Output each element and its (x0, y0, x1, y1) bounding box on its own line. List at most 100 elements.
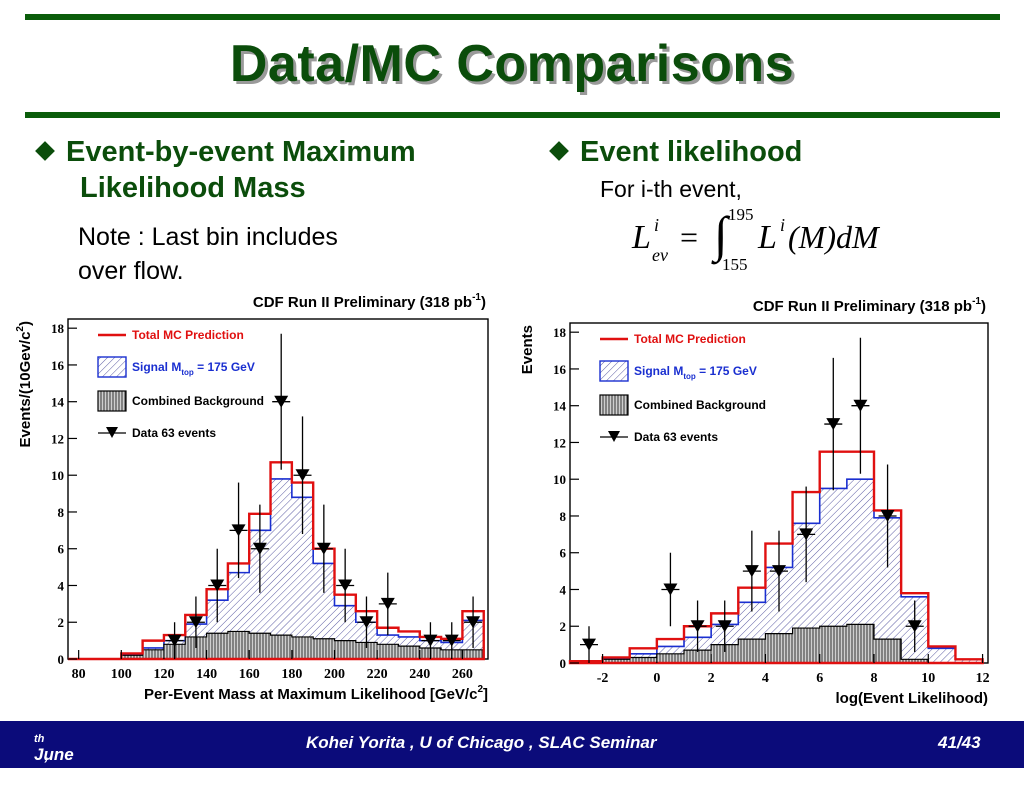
data-marker (316, 542, 331, 555)
chart-title: CDF Run II Preliminary (318 pb-1) (253, 292, 486, 311)
x-axis-label-sup: 2 (477, 684, 483, 695)
formula-lhs-sup: i (654, 215, 660, 235)
data-point (770, 530, 788, 612)
diamond-bullet-icon (35, 141, 55, 161)
title-underline (25, 112, 1000, 118)
legend: Total MC Prediction Signal Mtop = 175 GeV… (97, 328, 264, 440)
legend-signal-prefix: Signal M (132, 360, 181, 374)
footer-center: Kohei Yorita , U of Chicago , SLAC Semin… (306, 733, 657, 752)
y-tick-label: 4 (58, 578, 65, 593)
formula-lhs-sub: ev (652, 245, 668, 265)
data-point (336, 548, 355, 623)
x-axis-label: Per-Event Mass at Maximum Likelihood [Ge… (144, 684, 488, 703)
left-bullet-line2: Likelihood Mass (80, 172, 306, 204)
data-points (165, 333, 483, 659)
data-point (378, 572, 397, 636)
footer-date-sup: th (34, 733, 45, 745)
chart-title-sup: -1 (472, 292, 481, 303)
y-axis-label-main: Events/(10Gev/c (17, 332, 34, 448)
data-marker (338, 579, 353, 592)
data-marker (799, 528, 814, 541)
legend-data-label: Data 63 events (132, 426, 216, 440)
data-point (186, 596, 205, 648)
legend-data-marker (106, 427, 118, 438)
data-point (851, 337, 870, 474)
data-marker (772, 565, 786, 578)
y-axis-label-end: ) (17, 321, 34, 326)
x-tick-label: 6 (816, 671, 823, 686)
x-tick-label: 140 (196, 667, 217, 682)
x-axis-label: log(Event Likelihood) (836, 690, 989, 707)
diamond-bullet-icon (549, 141, 569, 161)
legend-signal-swatch (97, 356, 127, 378)
data-marker (359, 616, 374, 629)
data-marker (466, 616, 481, 629)
legend-background-swatch (97, 390, 127, 412)
data-marker (380, 597, 395, 610)
data-marker (231, 524, 246, 537)
x-tick-label: 120 (153, 667, 174, 682)
y-tick-label: 16 (553, 362, 567, 377)
left-note-line2: over flow. (78, 257, 184, 285)
legend-signal-prefix: Signal M (634, 364, 683, 378)
x-axis-label-main: log(Event Likelihood) (836, 690, 989, 707)
legend-signal-label: Signal Mtop = 175 GeV (634, 364, 757, 381)
formula-rhs-arg: (M)dM (788, 219, 879, 255)
formula-lhs: L (632, 219, 651, 256)
data-point (464, 596, 483, 648)
data-point (165, 622, 184, 659)
legend-signal-sub: top (181, 368, 194, 377)
x-tick-label: 4 (762, 671, 769, 686)
data-point (580, 626, 598, 663)
data-point (878, 464, 897, 568)
data-point (272, 333, 291, 470)
x-tick-label: 10 (921, 671, 935, 686)
likelihood-chart: -2 0 2 4 6 8 10 12 0 2 4 6 8 10 12 14 16 18 CDF Run II Pre… (519, 296, 990, 707)
data-marker (744, 565, 759, 578)
y-tick-label: 2 (58, 615, 65, 630)
x-tick-label: 80 (72, 667, 86, 682)
y-tick-label: 6 (58, 542, 65, 557)
data-point (421, 622, 440, 659)
slide-title: Data/MC Comparisons (229, 35, 795, 93)
data-point (314, 504, 333, 593)
right-bullet: Event likelihood (549, 134, 802, 170)
x-tick-label: 12 (976, 671, 990, 686)
x-tick-label: 0 (653, 671, 660, 686)
x-axis-label-end: ] (483, 686, 488, 703)
y-tick-label: 2 (560, 619, 567, 634)
formula-equals: = (680, 219, 699, 255)
axes: -2 0 2 4 6 8 10 12 0 2 4 6 8 10 12 14 16 18 (553, 325, 990, 686)
data-point (661, 552, 680, 627)
data-point (229, 482, 248, 579)
legend-data-marker (608, 431, 620, 442)
x-tick-label: -2 (597, 671, 609, 686)
y-axis-label-main: Events (519, 325, 536, 374)
mass-chart: 80 100 120 140 160 180 200 220 240 260 0 2 4 6 8 10 12 14… (15, 292, 489, 703)
data-marker (853, 399, 868, 412)
legend-data-label: Data 63 events (634, 430, 718, 444)
data-point (715, 600, 734, 652)
x-tick-label: 8 (871, 671, 878, 686)
x-tick-label: 200 (324, 667, 345, 682)
data-marker (880, 509, 895, 522)
footer-page: 41/43 (938, 733, 981, 752)
y-tick-label: 8 (58, 505, 65, 520)
chart-title-end: ) (981, 298, 986, 315)
data-point (797, 486, 816, 583)
chart-title-end: ) (481, 294, 486, 311)
data-marker (188, 616, 203, 629)
data-marker (690, 620, 705, 633)
y-tick-label: 10 (51, 468, 64, 483)
background-histogram (68, 630, 485, 660)
x-axis-label-main: Per-Event Mass at Maximum Likelihood [Ge… (144, 686, 477, 703)
data-point (293, 416, 312, 535)
y-tick-label: 16 (51, 358, 65, 373)
x-tick-label: 180 (281, 667, 302, 682)
left-bullet-line1: Event-by-event Maximum (66, 136, 416, 168)
formula-rhs: L (758, 219, 777, 256)
data-marker (167, 634, 182, 647)
top-rule (25, 14, 1000, 20)
